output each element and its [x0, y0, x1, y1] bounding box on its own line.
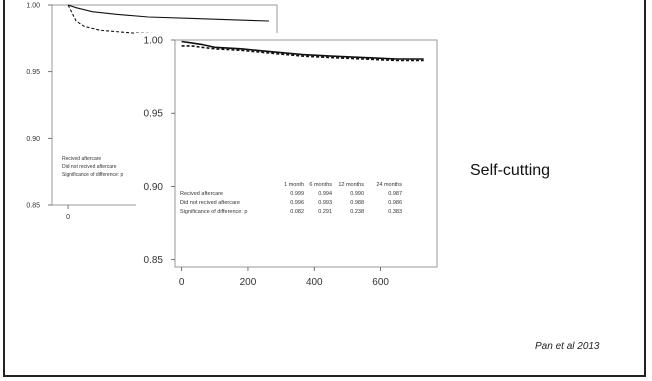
table-cell: 0.994	[318, 191, 332, 197]
back-y-tick-label: 0.95	[26, 69, 40, 76]
back-y-tick-label: 1.00	[26, 2, 40, 9]
table-cell: 0.238	[350, 209, 364, 215]
front-y-tick-label: 0.90	[144, 182, 164, 193]
back-legend-label-1: Did not recived aftercare	[62, 164, 117, 170]
front-chart-table: 1 month 6 months 12 months 24 months Recived…	[180, 182, 402, 215]
citation: Pan et al 2013	[535, 341, 600, 352]
back-legend-label-0: Recived aftercare	[62, 156, 101, 162]
back-y-tick-label: 0.85	[26, 202, 40, 209]
front-y-tick-label: 0.85	[144, 255, 164, 266]
table-row-label: Recived aftercare	[180, 191, 223, 197]
table-row-label: Significance of difference: p	[180, 209, 247, 215]
front-chart-y-axis: 1.00 0.95 0.90 0.85	[144, 36, 175, 266]
front-x-tick-label: 400	[306, 277, 323, 288]
front-series-line-0	[181, 40, 424, 60]
front-chart-x-axis: 0 200 400 600	[179, 267, 389, 288]
back-chart-legend: Recived aftercare Did not recived afterc…	[62, 156, 124, 178]
table-cell: 0.986	[388, 200, 402, 206]
front-series-line-1	[181, 45, 424, 62]
table-cell: 0.993	[318, 200, 332, 206]
front-x-tick-label: 200	[240, 277, 257, 288]
table-cell: 0.996	[290, 200, 304, 206]
table-column-header: 6 months	[309, 182, 332, 188]
front-y-tick-label: 0.95	[144, 109, 164, 120]
table-row-label: Did not recived aftercare	[180, 200, 240, 206]
front-y-tick-label: 1.00	[144, 36, 164, 47]
table-column-header: 12 months	[338, 182, 364, 188]
back-y-tick-label: 0.90	[26, 136, 40, 143]
table-column-header: 24 months	[376, 182, 402, 188]
table-cell: 0.999	[290, 191, 304, 197]
front-chart: 1.00 0.95 0.90 0.85 0 200 400 600 1 month 6 mon…	[136, 33, 439, 348]
table-cell: 0.990	[350, 191, 364, 197]
slide-frame	[3, 0, 646, 377]
back-chart-series	[67, 4, 270, 38]
back-legend-label-2: Significance of difference: p	[62, 172, 124, 178]
back-chart-y-axis: 1.00 0.95 0.90 0.85	[26, 2, 52, 209]
front-x-tick-label: 0	[179, 277, 185, 288]
table-cell: 0.291	[318, 209, 332, 215]
back-series-line-1	[67, 4, 270, 38]
table-cell: 0.988	[350, 200, 364, 206]
front-chart-plot-area	[174, 39, 438, 268]
back-x-tick-label: 0	[66, 214, 70, 221]
back-series-line-0	[67, 4, 270, 22]
table-column-header: 1 month	[284, 182, 304, 188]
front-x-tick-label: 600	[372, 277, 389, 288]
front-chart-series	[181, 40, 424, 62]
table-cell: 0.987	[388, 191, 402, 197]
table-cell: 0.383	[388, 209, 402, 215]
table-cell: 0.082	[290, 209, 304, 215]
side-label: Self-cutting	[470, 162, 551, 179]
